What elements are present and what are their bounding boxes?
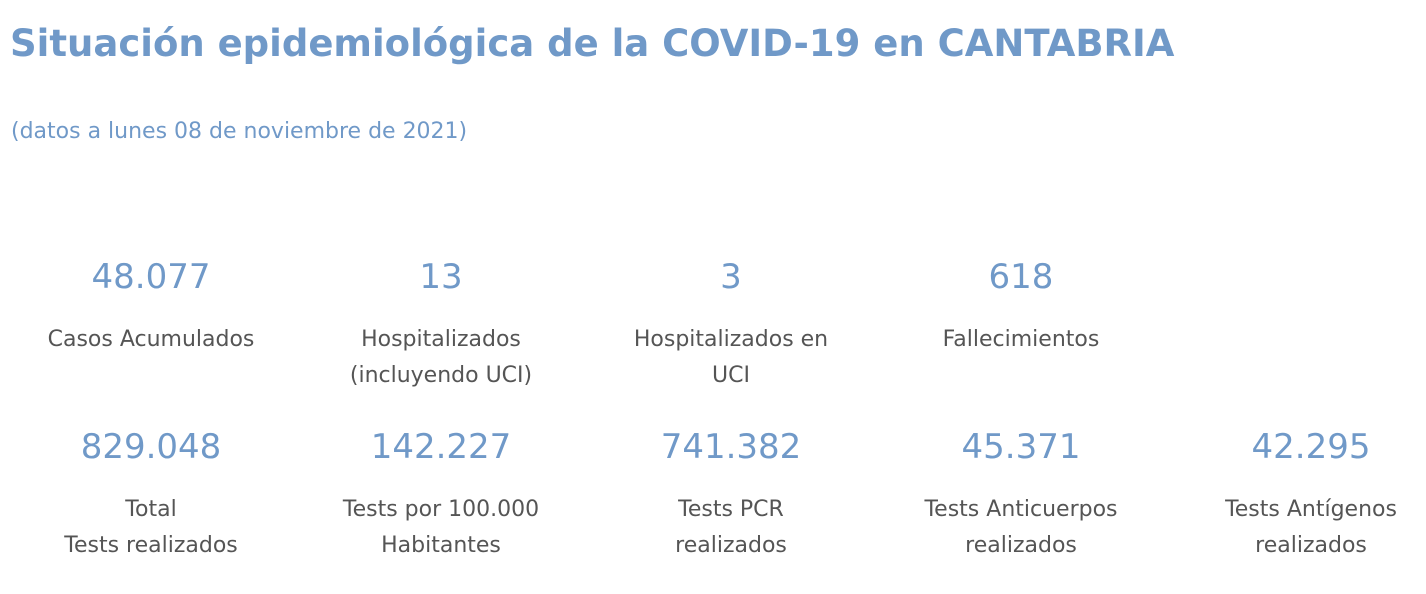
stat-tests-anticuerpos: 45.371 Tests Anticuerpos realizados — [891, 427, 1151, 564]
stat-value: 618 — [988, 257, 1054, 297]
stat-hospitalizados: 13 Hospitalizados (incluyendo UCI) — [311, 257, 571, 394]
stat-total-tests: 829.048 Total Tests realizados — [21, 427, 281, 564]
stat-value: 829.048 — [80, 427, 222, 467]
stat-label: Casos Acumulados — [47, 327, 255, 352]
stat-value: 13 — [419, 257, 463, 297]
stat-value: 142.227 — [370, 427, 512, 467]
stat-value: 48.077 — [91, 257, 211, 297]
stat-casos-acumulados: 48.077 Casos Acumulados — [21, 257, 281, 358]
stat-label: Fallecimientos — [942, 327, 1100, 352]
stat-label: Tests PCR realizados — [675, 497, 787, 558]
stat-value: 45.371 — [961, 427, 1081, 467]
stat-label: Total Tests realizados — [64, 497, 238, 558]
stat-value: 741.382 — [660, 427, 802, 467]
stat-label: Tests por 100.000 Habitantes — [342, 497, 540, 558]
stat-fallecimientos: 618 Fallecimientos — [891, 257, 1151, 358]
stat-tests-por-100000: 142.227 Tests por 100.000 Habitantes — [311, 427, 571, 564]
stat-label: Hospitalizados (incluyendo UCI) — [349, 327, 533, 388]
stat-label: Tests Antígenos realizados — [1225, 497, 1397, 558]
stat-label: Hospitalizados en UCI — [633, 327, 829, 388]
stat-label: Tests Anticuerpos realizados — [924, 497, 1118, 558]
stat-value: 3 — [720, 257, 742, 297]
stat-tests-antigenos: 42.295 Tests Antígenos realizados — [1181, 427, 1426, 564]
stat-tests-pcr: 741.382 Tests PCR realizados — [601, 427, 861, 564]
data-date-subtitle: (datos a lunes 08 de noviembre de 2021) — [11, 119, 468, 144]
stat-value: 42.295 — [1251, 427, 1371, 467]
stat-hospitalizados-uci: 3 Hospitalizados en UCI — [601, 257, 861, 394]
page-title: Situación epidemiológica de la COVID-19 … — [10, 22, 1175, 65]
